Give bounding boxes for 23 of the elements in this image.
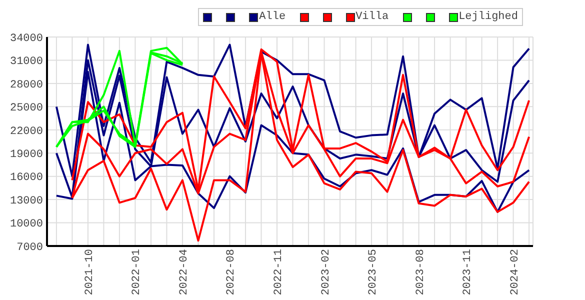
y-tick-label: 22000 [10, 126, 43, 138]
legend-label: Alle [259, 11, 286, 23]
x-tick-label: 2023-05 [368, 249, 380, 296]
y-tick-label: 34000 [10, 32, 43, 45]
y-tick-label: 16000 [10, 172, 43, 184]
x-tick-label: 2024-02 [509, 249, 522, 296]
x-tick-label: 2023-02 [320, 249, 332, 296]
legend-label: Lejlighed [458, 11, 518, 23]
x-tick-label: 2021-10 [84, 249, 96, 296]
y-tick-label: 19000 [10, 149, 43, 162]
x-tick-label: 2022-04 [178, 248, 190, 296]
y-tick-label: 28000 [10, 79, 43, 92]
y-tick-label: 31000 [10, 56, 43, 68]
x-tick-label: 2022-11 [273, 248, 286, 296]
y-tick-label: 25000 [10, 102, 43, 115]
x-tick-label: 2022-01 [131, 248, 144, 296]
y-tick-label: 10000 [10, 218, 43, 231]
y-tick-label: 13000 [10, 195, 43, 208]
x-tick-label: 2023-08 [414, 249, 427, 296]
x-tick-label: 2023-11 [462, 248, 474, 296]
legend-label: Villa [356, 11, 389, 23]
x-tick-label: 2022-08 [226, 249, 238, 296]
y-tick-label: 7000 [16, 242, 43, 254]
